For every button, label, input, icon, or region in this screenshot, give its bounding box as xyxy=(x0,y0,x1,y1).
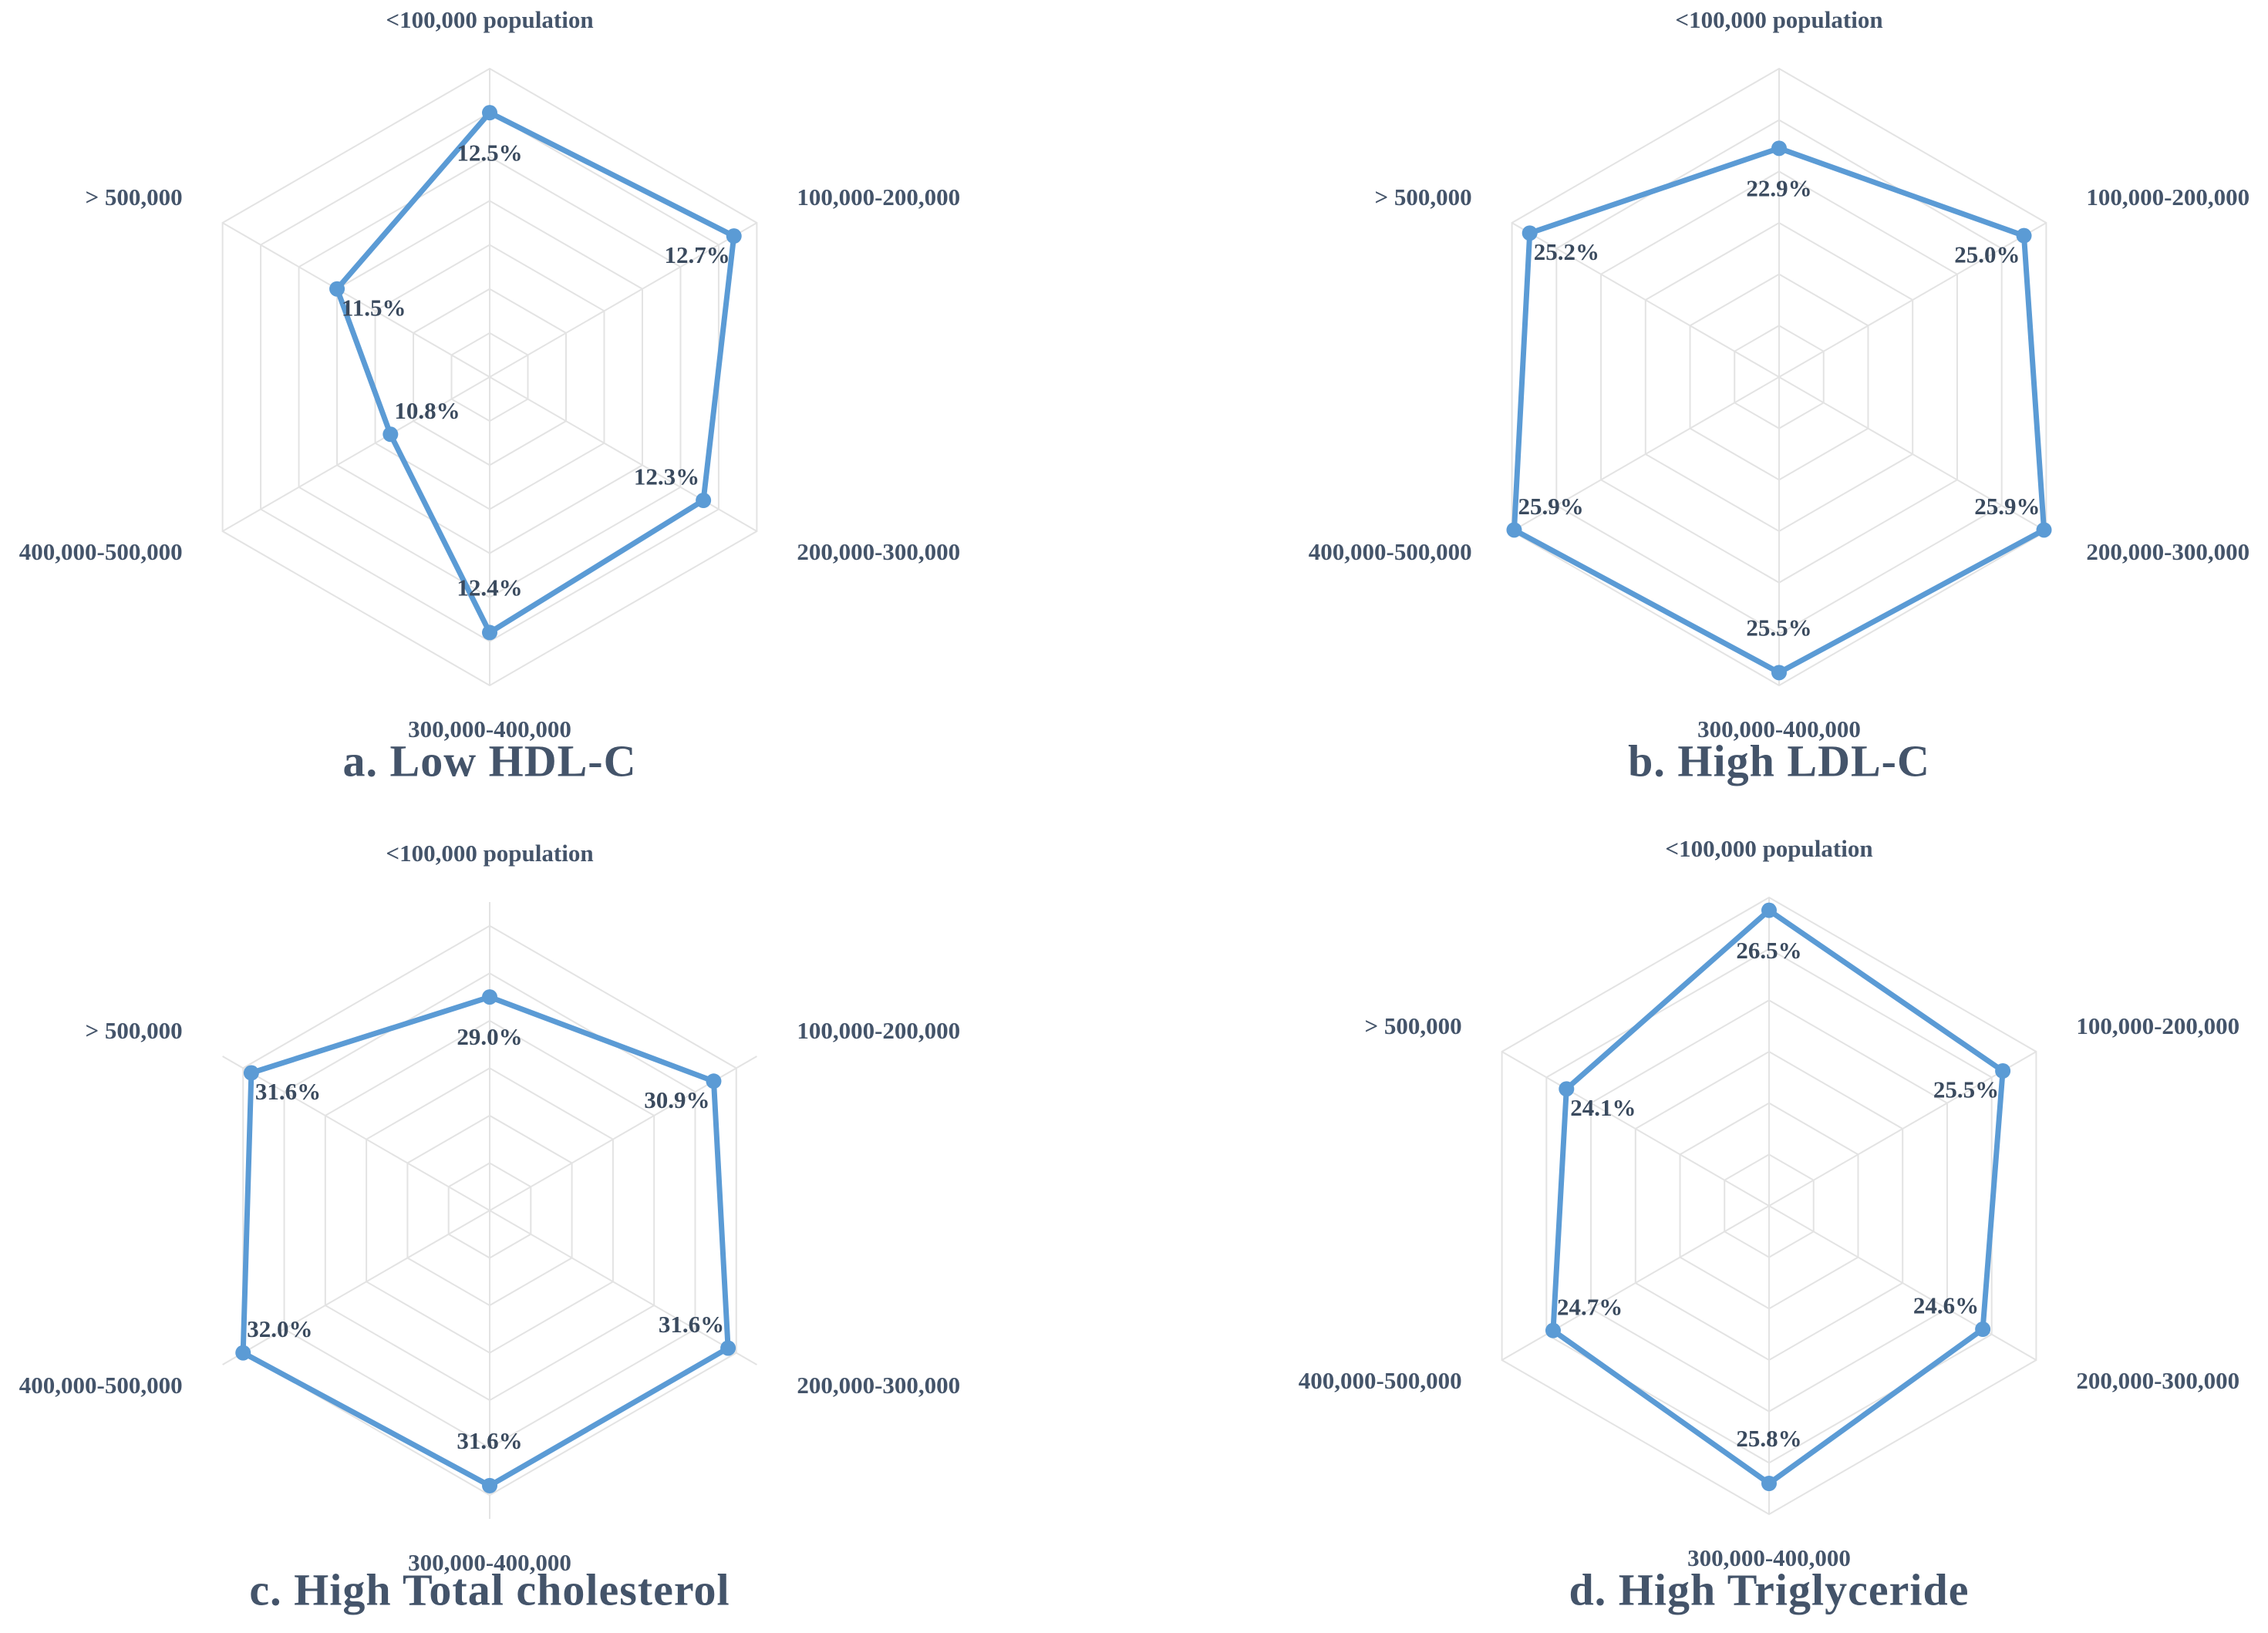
grid-spoke xyxy=(1768,1205,2037,1361)
axis-label: 100,000-200,000 xyxy=(2076,1012,2239,1039)
grid-spoke xyxy=(222,1210,490,1365)
data-point xyxy=(726,228,742,244)
data-label: 25.9% xyxy=(1974,493,2040,520)
data-point xyxy=(706,1073,722,1089)
data-label: 32.0% xyxy=(247,1315,312,1342)
radar-panel: <100,000 population 100,000-200,000 200,00… xyxy=(1299,835,2239,1614)
data-label: 22.9% xyxy=(1746,174,1811,201)
radar-panel: <100,000 population 100,000-200,000 200,00… xyxy=(19,840,960,1614)
grid-spoke xyxy=(1778,376,2047,532)
data-label: 31.6% xyxy=(457,1427,522,1454)
data-point xyxy=(720,1340,736,1356)
axis-label: 200,000-300,000 xyxy=(2076,1367,2239,1394)
data-label: 29.0% xyxy=(457,1023,522,1050)
data-point xyxy=(1506,522,1522,538)
axis-label: 300,000-400,000 xyxy=(1687,1544,1851,1571)
grid-spoke xyxy=(222,1056,490,1211)
data-point xyxy=(1761,1476,1777,1491)
axis-label: 300,000-400,000 xyxy=(408,1549,571,1576)
data-point xyxy=(1995,1063,2011,1079)
chart-title: c. High Total cholesterol xyxy=(249,1564,730,1614)
data-point xyxy=(482,105,497,121)
data-point xyxy=(2036,522,2052,538)
grid-spoke xyxy=(1511,376,1780,532)
axis-label: <100,000 population xyxy=(1675,6,1882,33)
data-label: 24.6% xyxy=(1913,1292,1979,1319)
grid-spoke xyxy=(1501,1051,1770,1207)
data-label: 26.5% xyxy=(1736,937,1801,964)
axis-label: 100,000-200,000 xyxy=(797,1017,960,1044)
data-label: 25.8% xyxy=(1736,1425,1801,1452)
data-point xyxy=(696,493,712,508)
axis-label: 400,000-500,000 xyxy=(19,538,183,565)
data-point xyxy=(482,625,497,641)
data-point xyxy=(235,1345,251,1361)
axis-label: 400,000-500,000 xyxy=(1309,538,1472,565)
grid-spoke xyxy=(1511,222,1780,378)
axis-label: 200,000-300,000 xyxy=(797,538,960,565)
data-point xyxy=(1975,1322,1991,1337)
axis-label: 100,000-200,000 xyxy=(797,184,960,210)
axis-label: > 500,000 xyxy=(85,1017,182,1044)
grid-spoke xyxy=(489,376,757,532)
grid-spoke xyxy=(489,222,757,378)
chart-title: d. High Triglyceride xyxy=(1569,1564,1970,1614)
data-point xyxy=(1545,1322,1561,1338)
axis-label: > 500,000 xyxy=(1364,1012,1461,1039)
data-label: 10.8% xyxy=(394,397,460,424)
data-point xyxy=(2016,227,2032,244)
axis-label: <100,000 population xyxy=(386,840,593,867)
data-label: 11.5% xyxy=(342,294,406,321)
grid-spoke xyxy=(489,1210,757,1365)
data-point xyxy=(329,281,345,297)
radar-panel: <100,000 population 100,000-200,000 200,00… xyxy=(19,6,960,786)
grid-spoke xyxy=(222,222,490,378)
data-point xyxy=(1522,225,1538,241)
axis-label: > 500,000 xyxy=(85,184,182,210)
axis-label: 200,000-300,000 xyxy=(797,1372,960,1399)
series-line xyxy=(1550,907,2006,1487)
data-label: 31.6% xyxy=(659,1311,724,1338)
data-point xyxy=(482,1477,497,1493)
axis-label: <100,000 population xyxy=(386,6,593,33)
axis-label: 300,000-400,000 xyxy=(408,715,571,742)
axis-label: <100,000 population xyxy=(1665,835,1872,862)
data-point xyxy=(1771,140,1787,157)
chart-title: a. Low HDL-C xyxy=(343,736,637,786)
data-point xyxy=(382,426,399,443)
grid-spoke xyxy=(222,376,490,532)
data-point xyxy=(482,989,497,1005)
data-label: 25.5% xyxy=(1746,614,1811,641)
data-point xyxy=(1771,665,1787,681)
data-label: 31.6% xyxy=(255,1078,321,1105)
data-point xyxy=(1761,902,1777,918)
data-label: 30.9% xyxy=(644,1086,709,1113)
data-label: 12.5% xyxy=(457,139,522,166)
grid-spoke xyxy=(1501,1205,1770,1361)
chart-title: b. High LDL-C xyxy=(1628,736,1930,786)
axis-label: 100,000-200,000 xyxy=(2086,184,2249,210)
data-label: 25.0% xyxy=(1954,241,2020,268)
axis-label: > 500,000 xyxy=(1374,184,1471,210)
data-label: 12.4% xyxy=(457,574,522,601)
radar-panel: <100,000 population 100,000-200,000 200,00… xyxy=(1309,6,2249,786)
data-label: 12.7% xyxy=(664,241,730,268)
axis-label: 400,000-500,000 xyxy=(19,1372,183,1399)
axis-label: 400,000-500,000 xyxy=(1299,1367,1462,1394)
data-point xyxy=(1559,1081,1575,1097)
grid-spoke xyxy=(1778,222,2047,378)
grid-spoke xyxy=(1768,1051,2037,1207)
data-label: 12.3% xyxy=(634,463,699,490)
data-point xyxy=(243,1065,259,1081)
data-label: 25.5% xyxy=(1933,1076,1999,1103)
data-label: 25.2% xyxy=(1534,238,1599,265)
data-label: 25.9% xyxy=(1518,493,1583,520)
axis-label: 200,000-300,000 xyxy=(2086,538,2249,565)
axis-label: 300,000-400,000 xyxy=(1697,715,1861,742)
data-label: 24.7% xyxy=(1557,1293,1623,1320)
series-line xyxy=(334,109,737,635)
data-label: 24.1% xyxy=(1570,1094,1636,1121)
